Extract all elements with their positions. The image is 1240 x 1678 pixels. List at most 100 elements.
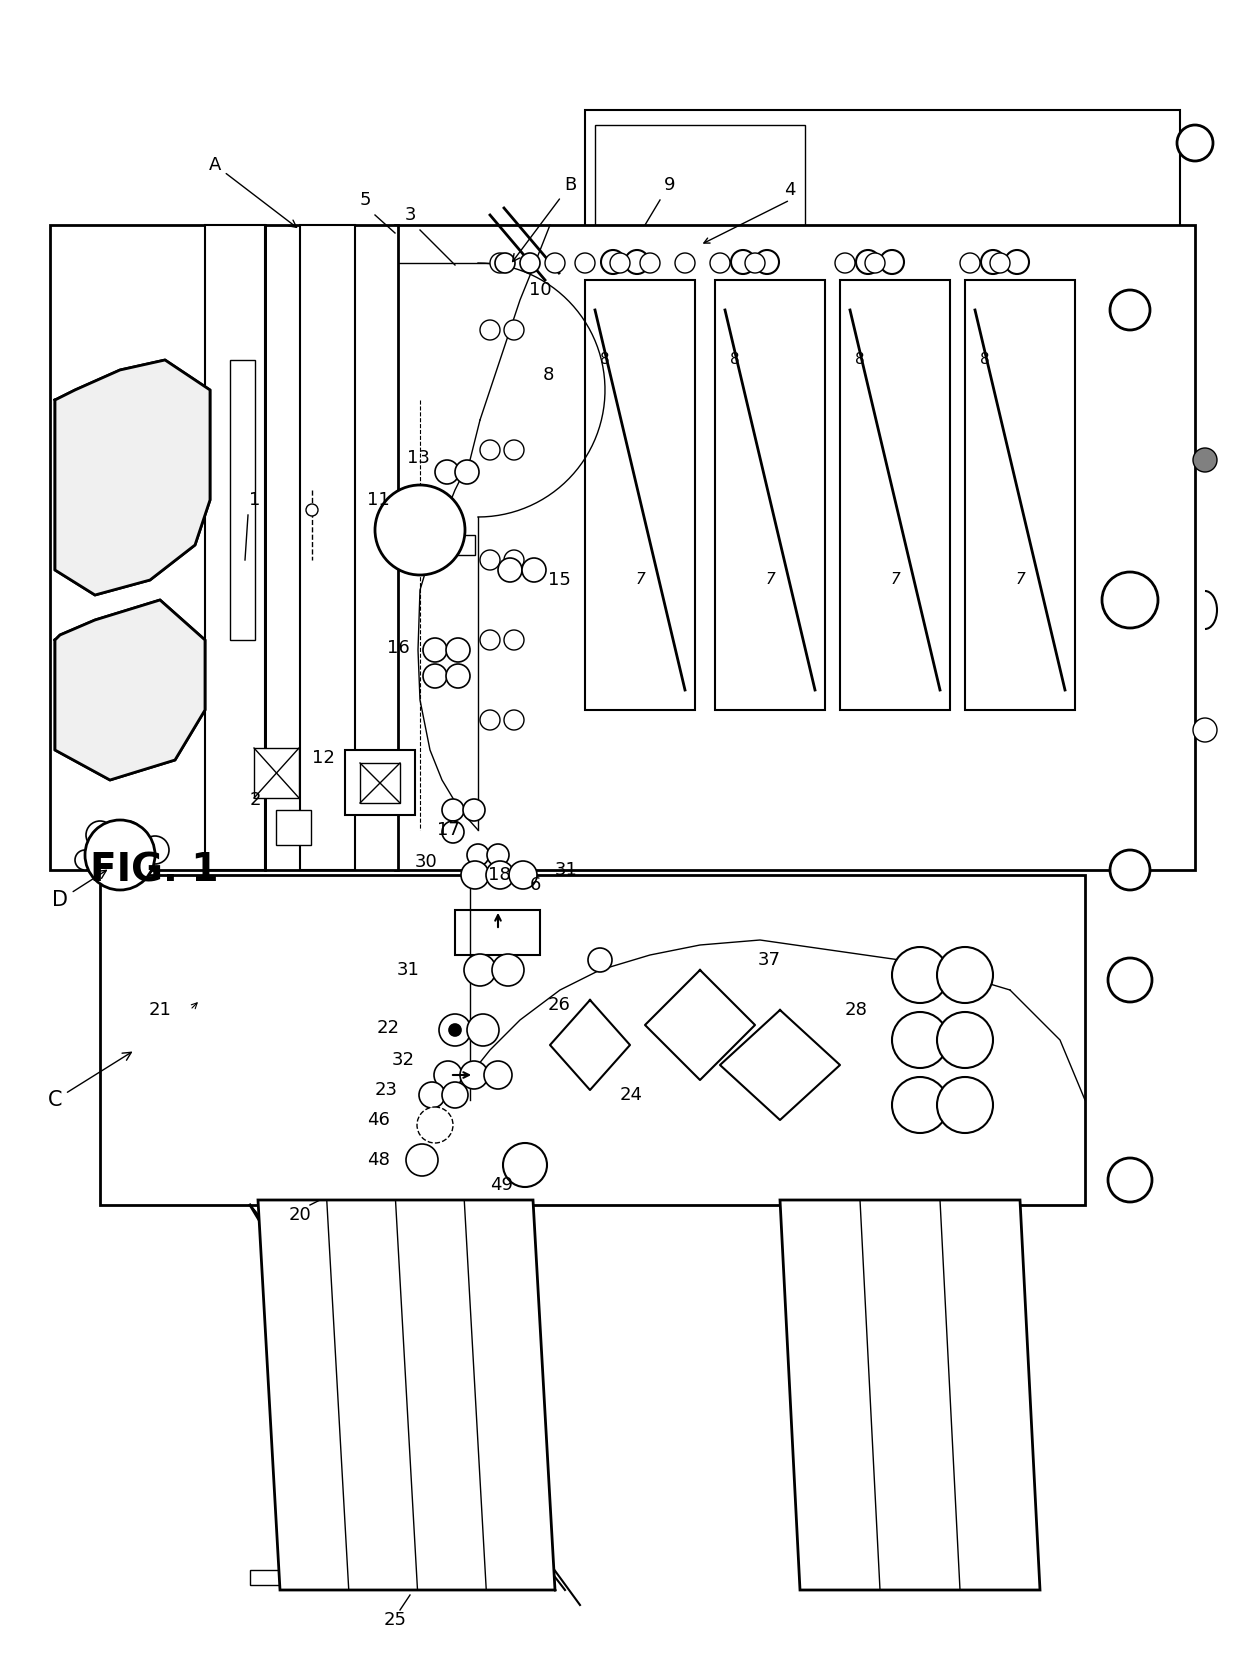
Text: 8: 8 <box>600 352 610 367</box>
Text: 31: 31 <box>556 861 578 879</box>
Circle shape <box>467 844 489 866</box>
Bar <box>965 280 1075 710</box>
Circle shape <box>503 1143 547 1186</box>
Text: 26: 26 <box>548 997 570 1014</box>
Circle shape <box>711 253 730 274</box>
Circle shape <box>588 948 613 972</box>
Text: 15: 15 <box>548 571 570 589</box>
Polygon shape <box>780 1200 1040 1591</box>
Text: FIG. 1: FIG. 1 <box>91 851 218 889</box>
Circle shape <box>1102 572 1158 628</box>
Text: 6: 6 <box>529 876 542 894</box>
Circle shape <box>460 1060 489 1089</box>
Bar <box>715 280 825 710</box>
Bar <box>585 111 1180 326</box>
Circle shape <box>1177 124 1213 161</box>
Text: 22: 22 <box>377 1019 401 1037</box>
Circle shape <box>423 664 446 688</box>
Circle shape <box>610 253 630 274</box>
Circle shape <box>480 550 500 571</box>
Text: 46: 46 <box>367 1111 391 1129</box>
Circle shape <box>423 638 446 663</box>
Bar <box>396 225 1195 869</box>
Circle shape <box>520 253 539 274</box>
Text: 16: 16 <box>387 639 410 658</box>
Bar <box>345 750 415 816</box>
Circle shape <box>508 861 537 889</box>
Text: 30: 30 <box>414 852 436 871</box>
Text: 4: 4 <box>784 181 796 200</box>
Circle shape <box>856 250 880 274</box>
Text: 1: 1 <box>249 492 260 508</box>
Circle shape <box>675 253 694 274</box>
Bar <box>229 361 255 639</box>
Circle shape <box>441 1082 467 1107</box>
Bar <box>254 748 299 799</box>
Circle shape <box>1110 290 1149 331</box>
Circle shape <box>487 844 508 866</box>
Circle shape <box>417 1107 453 1143</box>
Text: 10: 10 <box>528 280 552 299</box>
Circle shape <box>419 1082 445 1107</box>
Circle shape <box>441 821 464 842</box>
Circle shape <box>495 253 515 274</box>
Text: 20: 20 <box>289 1206 311 1223</box>
Circle shape <box>480 710 500 730</box>
Bar <box>839 280 950 710</box>
Circle shape <box>503 320 525 341</box>
Circle shape <box>461 861 489 889</box>
Bar <box>585 280 694 710</box>
Circle shape <box>755 250 779 274</box>
Bar <box>100 874 1085 1205</box>
Polygon shape <box>258 1200 556 1591</box>
Circle shape <box>880 250 904 274</box>
Text: 49: 49 <box>490 1176 513 1195</box>
Circle shape <box>141 836 169 864</box>
Bar <box>265 225 398 869</box>
Bar <box>50 225 265 869</box>
Circle shape <box>464 955 496 987</box>
Text: 8: 8 <box>980 352 990 367</box>
Text: A: A <box>208 156 296 228</box>
Circle shape <box>1193 448 1216 472</box>
Text: 18: 18 <box>489 866 511 884</box>
Text: 7: 7 <box>1016 572 1025 587</box>
Text: 21: 21 <box>149 1002 171 1019</box>
Circle shape <box>625 250 649 274</box>
Bar <box>205 225 265 869</box>
Bar <box>450 535 475 555</box>
Circle shape <box>503 550 525 571</box>
Text: 8: 8 <box>730 352 740 367</box>
Circle shape <box>503 440 525 460</box>
Circle shape <box>937 946 993 1003</box>
Circle shape <box>522 559 546 582</box>
Circle shape <box>546 253 565 274</box>
Bar <box>455 909 539 955</box>
Text: 7: 7 <box>890 572 900 587</box>
Text: 7: 7 <box>635 572 645 587</box>
Circle shape <box>1193 718 1216 742</box>
Text: 28: 28 <box>844 1002 868 1019</box>
Text: 24: 24 <box>620 1086 644 1104</box>
Text: 8: 8 <box>543 366 554 384</box>
Text: 9: 9 <box>665 176 676 195</box>
Circle shape <box>446 664 470 688</box>
Text: B: B <box>512 176 577 262</box>
Text: 37: 37 <box>758 951 781 968</box>
Circle shape <box>866 253 885 274</box>
Text: 17: 17 <box>438 821 460 839</box>
Circle shape <box>480 629 500 649</box>
Text: 5: 5 <box>360 191 371 210</box>
Circle shape <box>892 1012 949 1067</box>
Text: C: C <box>48 1052 131 1111</box>
Text: 8: 8 <box>856 352 864 367</box>
Circle shape <box>306 503 317 517</box>
Bar <box>595 124 805 290</box>
Circle shape <box>449 1024 461 1035</box>
Circle shape <box>498 559 522 582</box>
Bar <box>250 1571 551 1586</box>
Text: 25: 25 <box>383 1611 407 1629</box>
Text: 3: 3 <box>404 206 415 223</box>
Circle shape <box>480 320 500 341</box>
Circle shape <box>446 638 470 663</box>
